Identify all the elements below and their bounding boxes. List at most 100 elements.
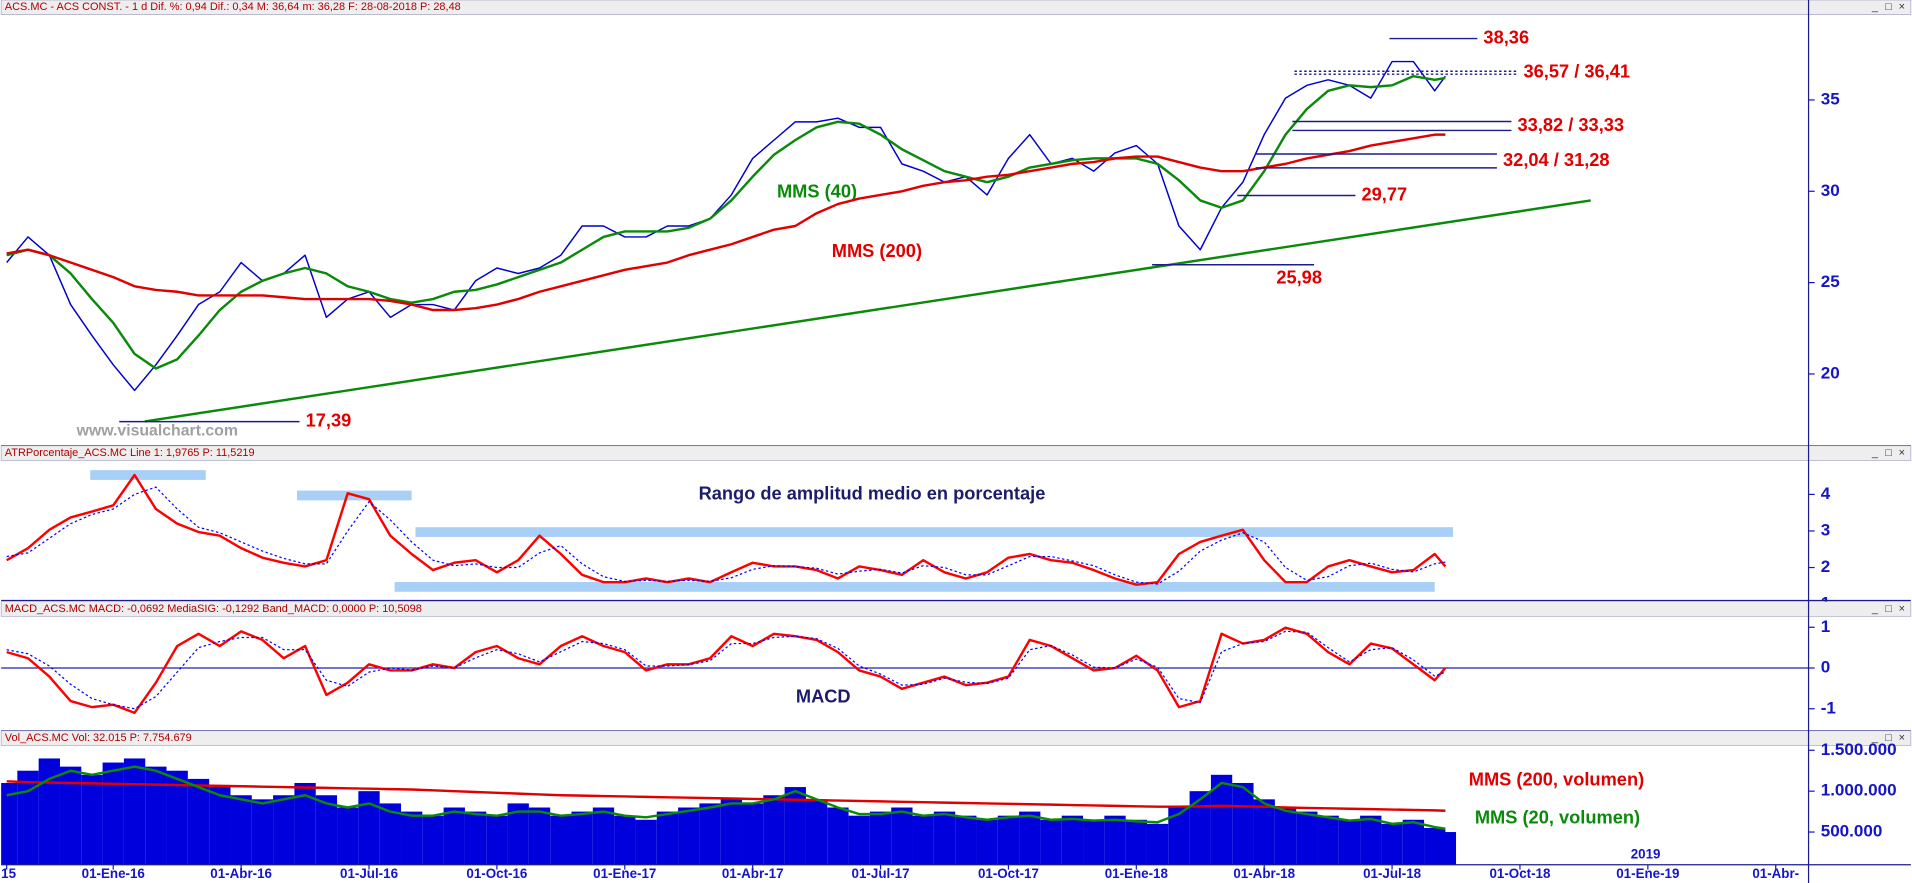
x-tick-label: 01-Ene-16 (82, 866, 145, 881)
x-tick-label: 01-Abr-18 (1233, 866, 1295, 881)
volume-bar (1317, 815, 1339, 865)
volume-bar (486, 815, 508, 865)
panel-header-text: ACS.MC - ACS CONST. - 1 d Dif. %: 0,94 D… (5, 1, 461, 13)
y-tick-label: 3 (1821, 520, 1830, 539)
y-tick-label: 1.500.000 (1821, 740, 1897, 759)
volume-bar (209, 787, 231, 865)
volume-bar (891, 807, 913, 865)
band (415, 527, 1454, 537)
volume-bar (827, 807, 849, 865)
x-tick-label: 01-Jul-18 (1363, 866, 1422, 881)
panel-header (0, 0, 1912, 15)
volume-bar (400, 811, 423, 865)
y-tick-label: 0 (1821, 658, 1830, 677)
x-tick-label: 01-Oct-18 (1489, 866, 1551, 881)
volume-bar (784, 787, 806, 865)
volume-bar (1296, 811, 1318, 865)
window-button: _ (1871, 1, 1879, 13)
x-tick-label: 01-Abr-17 (722, 866, 784, 881)
volume-bar (315, 795, 338, 865)
x-tick-label: 01-Oct-17 (978, 866, 1039, 881)
volume-bar (187, 778, 210, 865)
x-tick-label: 01-Abr- (1752, 866, 1799, 881)
series-label: MMS (20, volumen) (1475, 806, 1640, 827)
volume-bar (1253, 799, 1275, 865)
level-label: 33,82 / 33,33 (1518, 114, 1625, 135)
series-label: MMS (40) (777, 180, 857, 201)
volume-bar (1019, 811, 1041, 865)
volume-bar (848, 815, 870, 865)
volume-bar (997, 815, 1020, 865)
x-tick-label: 01-Ene-19 (1616, 866, 1679, 881)
volume-bar (635, 819, 657, 865)
y-tick-label: 2 (1821, 557, 1830, 576)
level-label: 17,39 (306, 409, 352, 430)
window-button: × (1899, 732, 1905, 744)
volume-bar (1232, 782, 1254, 865)
volume-bar (230, 795, 252, 865)
panel-header (0, 601, 1912, 617)
volume-bar (656, 811, 679, 865)
watermark: www.visualchart.com (76, 422, 238, 439)
series-line (6, 60, 1446, 392)
series-line (6, 780, 1446, 812)
volume-bar (123, 758, 146, 865)
series-label: MMS (200, volumen) (1469, 769, 1644, 790)
volume-bar (1210, 774, 1233, 865)
volume-bar (933, 811, 956, 865)
panel-header (0, 730, 1912, 746)
volume-bar (720, 799, 743, 865)
level-label: 29,77 (1362, 183, 1408, 204)
volume-bar (1040, 819, 1062, 865)
volume-bar (1189, 791, 1211, 865)
volume-bar (166, 770, 188, 865)
series-line (6, 486, 1446, 585)
volume-bar (379, 803, 401, 865)
y-tick-label: 500.000 (1821, 822, 1883, 841)
volume-bar (1, 782, 18, 865)
band (90, 470, 206, 480)
volume-bar (294, 782, 316, 865)
window-button: □ (1885, 732, 1892, 744)
volume-bar (805, 799, 828, 865)
series-line (6, 133, 1446, 312)
volume-bar (1338, 819, 1361, 865)
volume-bar (443, 807, 465, 865)
volume-bar (1274, 807, 1297, 865)
volume-bar (422, 815, 444, 865)
window-button: □ (1885, 1, 1892, 13)
volume-bar (1360, 815, 1382, 865)
window-button: □ (1885, 603, 1892, 615)
y-tick-label: -1 (1821, 698, 1836, 717)
volume-bar (17, 770, 39, 865)
y-tick-label: 4 (1821, 484, 1831, 503)
window-button: × (1899, 447, 1905, 459)
window-button: _ (1871, 447, 1879, 459)
volume-bar (592, 807, 615, 865)
x-tick-label: 01-Jul-17 (852, 866, 910, 881)
panel-title: Rango de amplitud medio en porcentaje (699, 482, 1046, 503)
y-tick-label: 30 (1821, 181, 1840, 200)
panel-header-text: MACD_ACS.MC MACD: -0,0692 MediaSIG: -0,1… (5, 603, 422, 615)
volume-bar (1381, 823, 1403, 865)
x-tick-label: 01-Ene-18 (1105, 866, 1169, 881)
x-tick-label: 01-Oct-16 (466, 866, 527, 881)
series-line (6, 74, 1446, 370)
band (394, 582, 1435, 592)
series-line (6, 626, 1447, 715)
year-label: 2019 (1631, 847, 1661, 862)
x-tick-label: 15 (1, 866, 16, 881)
volume-bar (507, 803, 529, 865)
volume-bar (955, 815, 977, 865)
volume-bar (571, 811, 593, 865)
volume-bar (869, 811, 892, 865)
volume-bar (1168, 807, 1190, 865)
volume-bar (1434, 832, 1457, 865)
series-line (6, 630, 1446, 710)
x-tick-label: 01-Ene-17 (593, 866, 656, 881)
y-tick-label: 20 (1821, 363, 1840, 382)
window-button: _ (1871, 603, 1879, 615)
y-tick-label: 1.000.000 (1821, 781, 1897, 800)
